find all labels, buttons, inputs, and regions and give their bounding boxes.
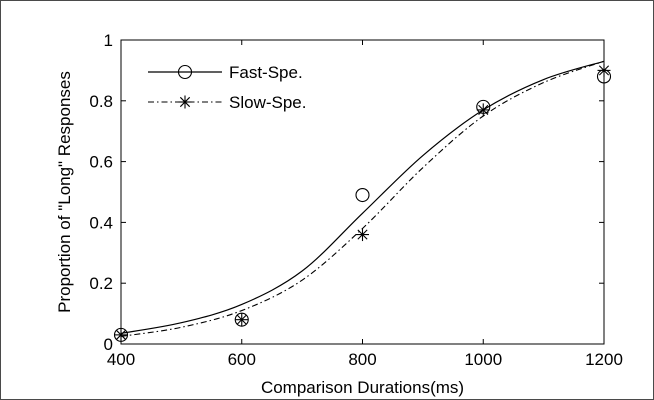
- x-axis-title: Comparison Durations(ms): [261, 378, 464, 397]
- data-point-slow-spe: [597, 63, 611, 77]
- legend-label-slow-spe: Slow-Spe.: [229, 93, 306, 112]
- legend-marker-fast-spe: [177, 64, 193, 80]
- y-tick-label: 0.8: [89, 92, 113, 111]
- x-tick-label: 1000: [464, 350, 502, 369]
- legend-marker-symbol: [177, 64, 193, 80]
- legend-marker-slow-spe: [178, 95, 192, 109]
- y-tick-label: 0: [104, 335, 113, 354]
- series-layer: [113, 60, 612, 342]
- x-tick-label: 1200: [585, 350, 623, 369]
- y-tick-label: 0.4: [89, 213, 113, 232]
- axis-ticks: 400 600 800 1000 1200 0 0.2 0.4 0.6 0.8 1: [89, 31, 623, 369]
- asterisk-stroke: [598, 65, 610, 76]
- data-point-slow-spe: [476, 103, 490, 117]
- y-tick-label: 0.6: [89, 153, 113, 172]
- legend-marker-symbol: [178, 95, 192, 109]
- plot-box: [120, 39, 605, 345]
- asterisk-stroke: [179, 96, 191, 108]
- data-point-slow-spe: [114, 328, 128, 342]
- asterisk-stroke: [478, 104, 489, 115]
- data-point-slow-spe: [235, 313, 249, 327]
- asterisk-stroke: [357, 229, 368, 240]
- fit-curve-fast-spe: [120, 60, 605, 334]
- legend: Fast-Spe. Slow-Spe.: [148, 63, 306, 112]
- y-tick-label: 0.2: [89, 274, 113, 293]
- data-point-fast-spe: [355, 187, 370, 203]
- data-point-slow-spe: [356, 228, 369, 242]
- y-axis-title: Proportion of "Long" Responses: [55, 71, 74, 313]
- asterisk-stroke: [115, 329, 127, 340]
- x-tick-label: 400: [107, 350, 135, 369]
- x-tick-label: 600: [228, 350, 256, 369]
- asterisk-stroke: [236, 314, 247, 325]
- y-tick-label: 1: [104, 31, 113, 50]
- legend-label-fast-spe: Fast-Spe.: [229, 63, 303, 82]
- plot-area: [120, 39, 605, 345]
- fit-curve-slow-spe: [120, 60, 605, 337]
- x-tick-label: 800: [348, 350, 376, 369]
